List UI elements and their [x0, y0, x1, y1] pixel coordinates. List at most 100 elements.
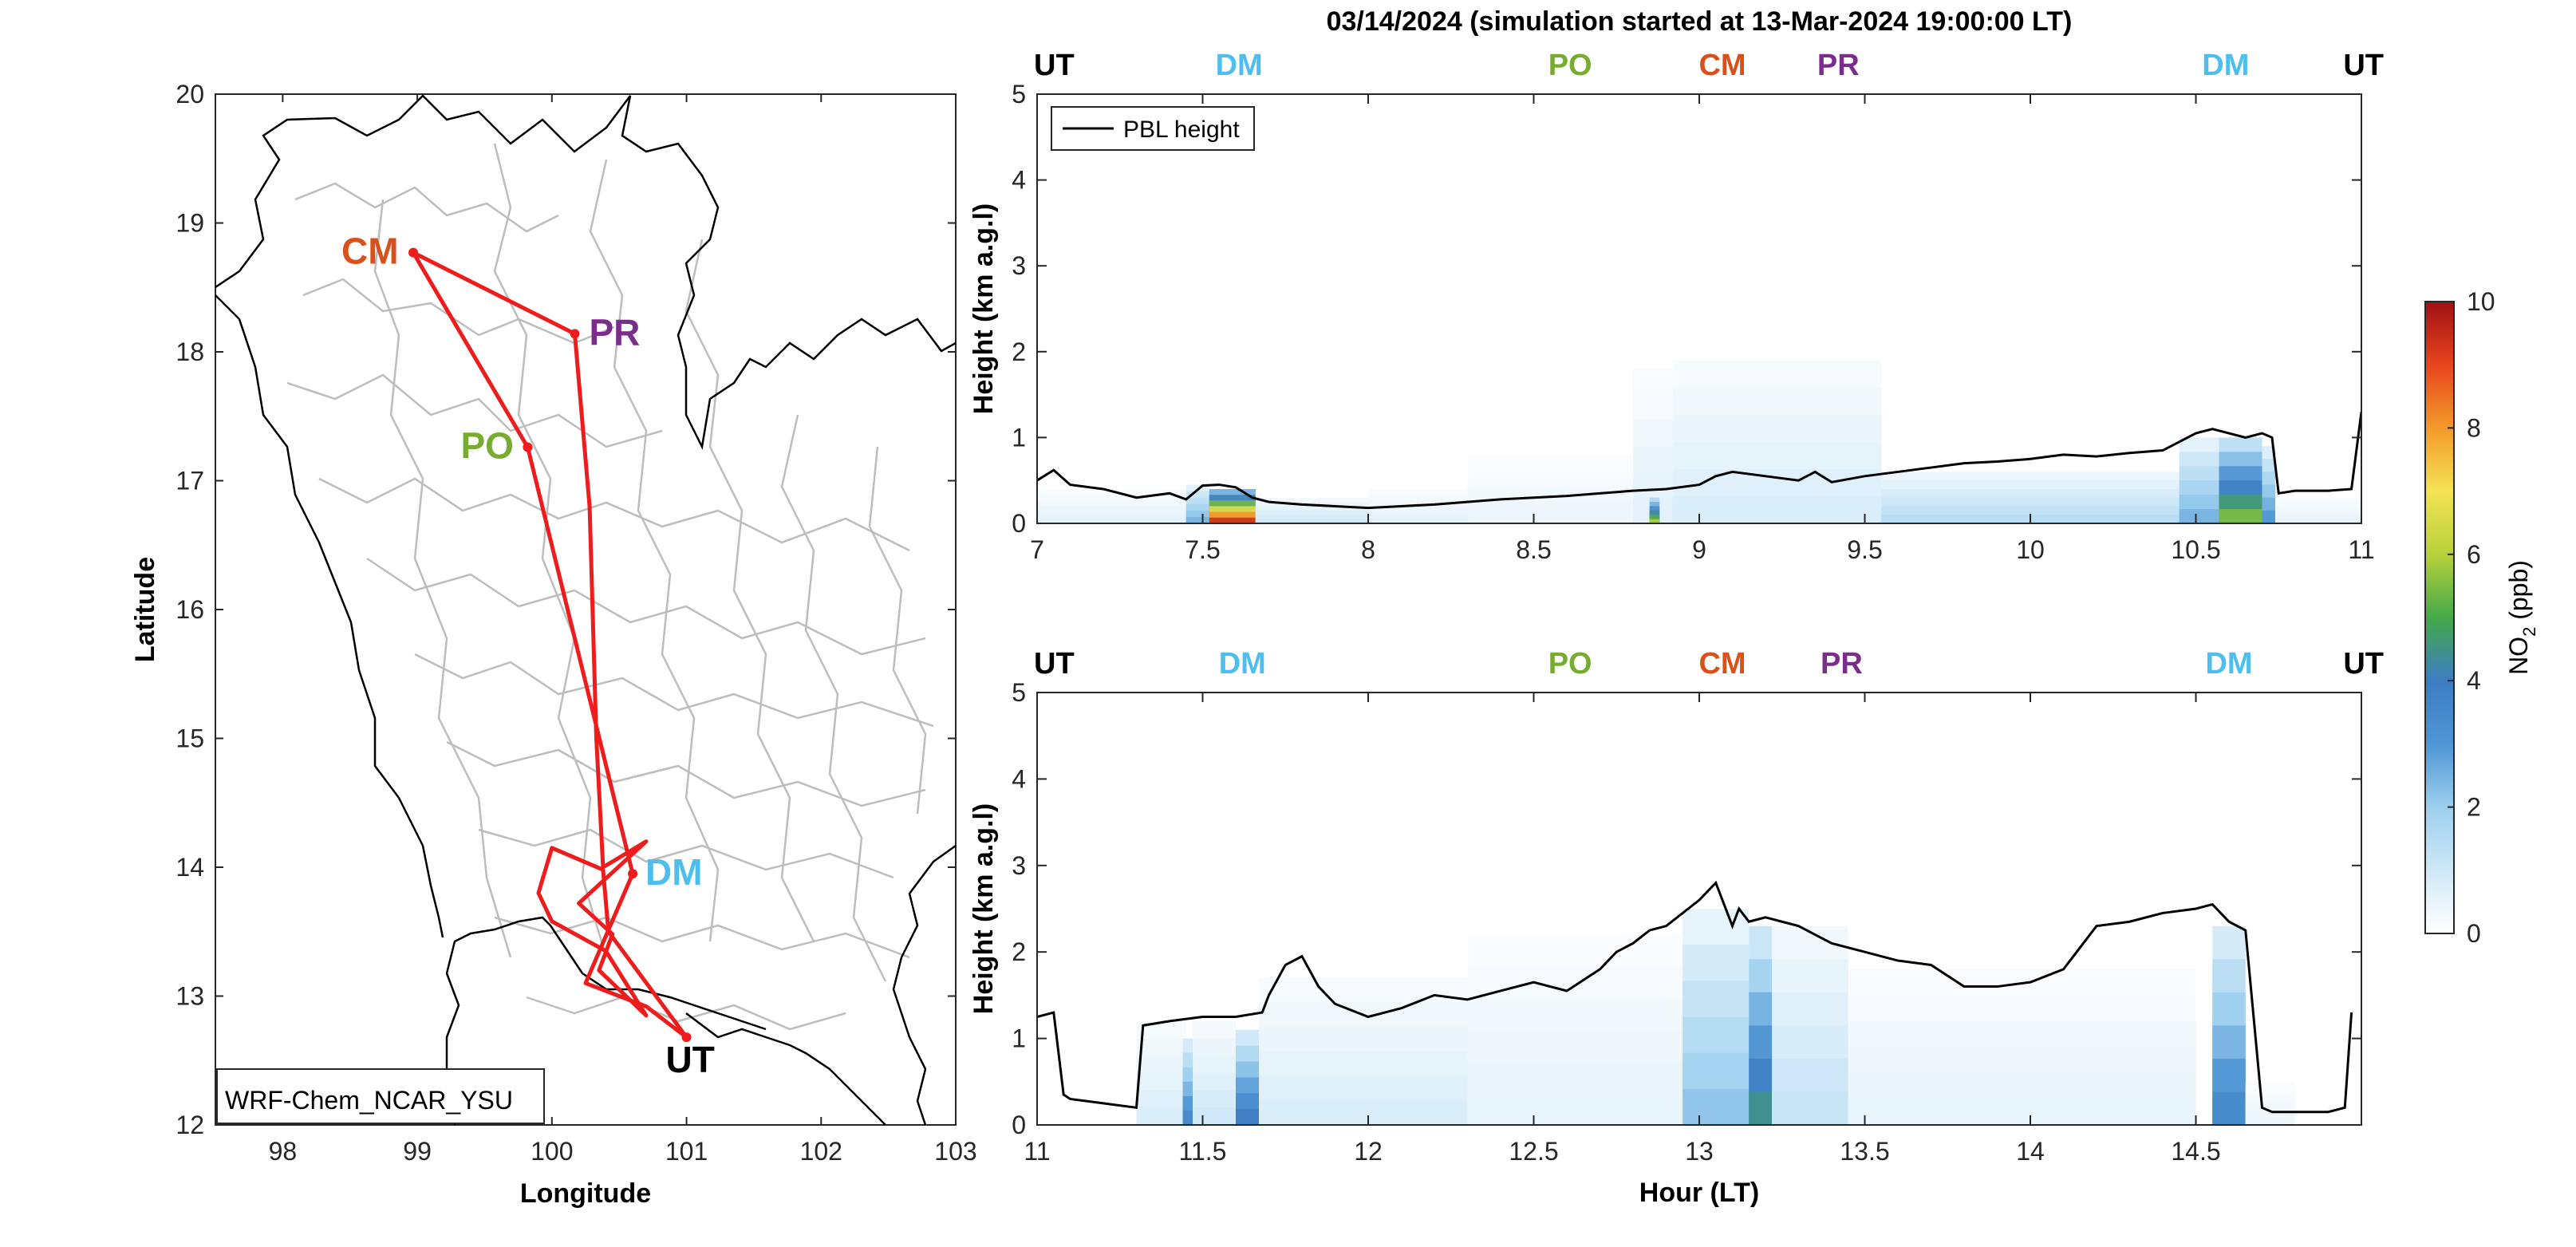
- map-y-tick-label: 20: [176, 80, 204, 109]
- x-tick-label: 11.5: [1179, 1137, 1227, 1166]
- state-borders: [286, 143, 934, 1031]
- map-y-ticks: 12 13 14 15 16 17 18 19 20: [176, 80, 956, 1139]
- map-frame: [215, 93, 957, 1126]
- map-sites: CM PR PO DM UT: [341, 231, 715, 1081]
- map-x-tick-label: 98: [269, 1137, 298, 1166]
- no2-cell: [2245, 1117, 2295, 1125]
- colorbar-tick-label: 2: [2467, 793, 2481, 822]
- site-label-ut: UT: [1034, 647, 1075, 681]
- site-label-cm: CM: [341, 231, 399, 272]
- map-x-ticks: 98 99 100 101 102 103: [269, 94, 977, 1166]
- y-tick-label: 4: [1012, 764, 1026, 793]
- site-marker-pr: [570, 329, 580, 339]
- no2-cell: [1467, 511, 1633, 523]
- top-legend: PBL height: [1051, 106, 1255, 151]
- site-label-dm: DM: [2202, 49, 2249, 82]
- site-label-dm: DM: [645, 851, 703, 893]
- no2-cell: [1259, 1100, 1468, 1125]
- site-label-po: PO: [1548, 647, 1592, 681]
- y-tick-label: 1: [1012, 423, 1026, 452]
- site-label-cm: CM: [1698, 647, 1746, 681]
- no2-cell: [2212, 1091, 2246, 1125]
- map-x-tick-label: 101: [665, 1137, 708, 1166]
- map-y-tick-label: 13: [176, 982, 204, 1011]
- x-tick-label: 11: [1024, 1137, 1050, 1166]
- colorbar-label-unit: (ppb): [2504, 560, 2533, 627]
- site-label-ut: UT: [2343, 49, 2384, 82]
- site-label-dm: DM: [2205, 647, 2252, 681]
- x-tick-label: 8: [1361, 535, 1375, 564]
- x-tick-label: 11: [2348, 535, 2374, 564]
- top-y-ticks: 0 1 2 3 4 5: [1012, 80, 2361, 538]
- bottom-x-label: Hour (LT): [1639, 1178, 1759, 1208]
- colorbar-tick-label: 10: [2467, 287, 2495, 316]
- x-tick-label: 9.5: [1847, 535, 1882, 564]
- y-tick-label: 0: [1012, 509, 1026, 538]
- site-label-pr: PR: [590, 311, 641, 353]
- y-tick-label: 2: [1012, 337, 1026, 366]
- coastline-east: [685, 1012, 886, 1125]
- colorbar-gradient: [2424, 301, 2455, 934]
- site-label-ut: UT: [1034, 49, 1075, 82]
- map-y-tick-label: 15: [176, 724, 204, 753]
- bottom-x-ticks: 11 11.5 12 12.5 13 13.5 14 14.5: [1024, 693, 2221, 1166]
- colorbar-tick-label: 0: [2467, 919, 2481, 948]
- no2-cell: [1236, 1109, 1260, 1125]
- site-label-cm: CM: [1698, 49, 1746, 82]
- x-tick-label: 12.5: [1509, 1137, 1558, 1166]
- country-border: [215, 94, 956, 1125]
- map-x-tick-label: 102: [800, 1137, 842, 1166]
- no2-cell: [1848, 1099, 2196, 1125]
- no2-cell: [1772, 1091, 1848, 1125]
- colorbar-tick-label: 6: [2467, 540, 2481, 569]
- x-tick-label: 7.5: [1185, 535, 1220, 564]
- x-tick-label: 10: [2016, 535, 2045, 564]
- site-label-pr: PR: [1817, 49, 1860, 82]
- site-label-dm: DM: [1219, 647, 1266, 681]
- no2-cell: [1368, 517, 1468, 523]
- bottom-site-labels: UT DM PO CM PR DM UT: [1034, 647, 2384, 681]
- map-x-label: Longitude: [520, 1178, 651, 1209]
- site-label-po: PO: [1548, 49, 1592, 82]
- bottom-y-label: Height (km a.g.l): [968, 803, 999, 1014]
- no2-cell: [1649, 519, 1660, 523]
- map-y-tick-label: 17: [176, 467, 204, 495]
- no2-cell: [1136, 1107, 1186, 1125]
- map-y-tick-label: 16: [176, 595, 204, 624]
- no2-cell: [1185, 516, 1209, 523]
- map-y-tick-label: 12: [176, 1111, 204, 1139]
- no2-cell: [1672, 495, 1882, 523]
- site-label-po: PO: [460, 425, 513, 467]
- no2-cell: [1193, 1107, 1236, 1125]
- no2-cell: [2179, 509, 2219, 523]
- site-label-ut: UT: [2343, 647, 2384, 681]
- y-tick-label: 3: [1012, 851, 1026, 880]
- map-x-tick-label: 103: [934, 1137, 976, 1166]
- y-tick-label: 2: [1012, 937, 1026, 966]
- site-marker-po: [523, 442, 533, 452]
- x-tick-label: 12: [1354, 1137, 1383, 1166]
- no2-cell: [1255, 519, 1368, 523]
- site-label-pr: PR: [1821, 647, 1863, 681]
- bottom-no2-field: [1136, 909, 2295, 1125]
- y-tick-label: 0: [1012, 1111, 1026, 1139]
- site-label-dm: DM: [1216, 49, 1263, 82]
- y-tick-label: 1: [1012, 1024, 1026, 1053]
- top-legend-label: PBL height: [1123, 116, 1240, 143]
- no2-cell: [2219, 509, 2262, 523]
- x-tick-label: 8.5: [1516, 535, 1551, 564]
- colorbar-ticks: 0 2 4 6 8 10: [2448, 287, 2495, 948]
- bottom-y-ticks: 0 1 2 3 4 5: [1012, 678, 2361, 1139]
- no2-cell: [1037, 517, 1186, 523]
- top-y-label: Height (km a.g.l): [968, 203, 999, 414]
- site-label-ut: UT: [666, 1039, 715, 1080]
- map-x-tick-label: 99: [403, 1137, 432, 1166]
- x-tick-label: 13.5: [1840, 1137, 1889, 1166]
- x-tick-label: 7: [1030, 535, 1044, 564]
- colorbar-tick-label: 8: [2467, 413, 2481, 442]
- x-tick-label: 13: [1685, 1137, 1714, 1166]
- colorbar-label-main: NO: [2504, 637, 2533, 675]
